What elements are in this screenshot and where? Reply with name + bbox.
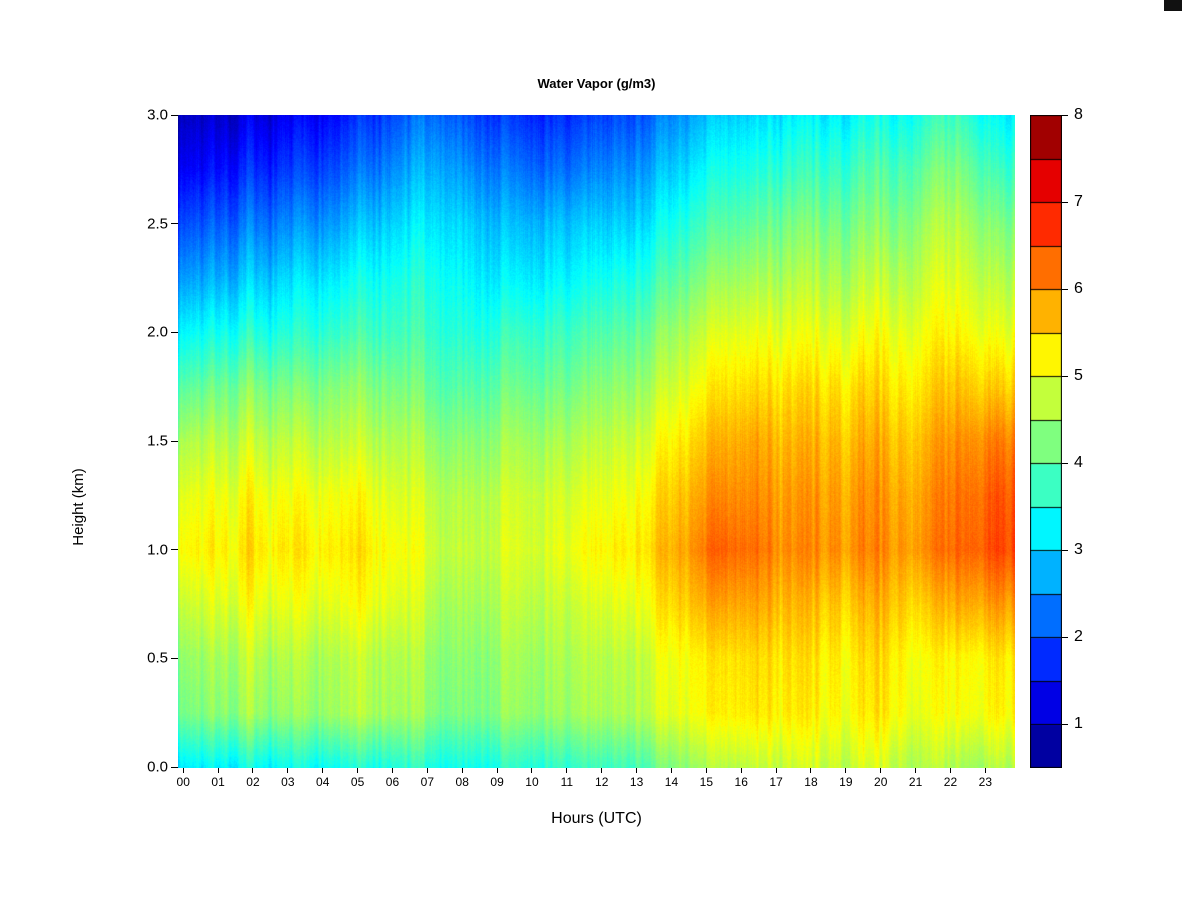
x-tick-mark xyxy=(984,768,986,773)
x-tick-label: 23 xyxy=(978,775,993,789)
colorbar-tick-label: 1 xyxy=(1074,715,1083,733)
x-tick-mark xyxy=(322,768,324,773)
x-tick-mark xyxy=(670,768,672,773)
x-tick-mark xyxy=(775,768,777,773)
colorbar-tick-label: 5 xyxy=(1074,367,1083,385)
colorbar-tick-mark xyxy=(1062,201,1068,203)
x-tick-mark xyxy=(426,768,428,773)
x-tick-label: 07 xyxy=(420,775,435,789)
y-tick-mark xyxy=(171,440,178,442)
x-tick-mark xyxy=(601,768,603,773)
y-tick-label: 2.0 xyxy=(147,323,168,341)
colorbar-tick-label: 3 xyxy=(1074,541,1083,559)
x-tick-label: 02 xyxy=(246,775,260,789)
y-tick-label: 0.5 xyxy=(147,649,168,667)
x-tick-mark xyxy=(391,768,393,773)
y-tick-label: 0.0 xyxy=(147,758,168,776)
x-tick-mark xyxy=(531,768,533,773)
colorbar-tick-label: 7 xyxy=(1074,193,1083,211)
x-tick-mark xyxy=(705,768,707,773)
x-tick-mark xyxy=(740,768,742,773)
window-artifact xyxy=(1164,0,1182,11)
x-tick-label: 12 xyxy=(595,775,609,789)
x-tick-label: 09 xyxy=(490,775,504,789)
y-tick-mark xyxy=(171,223,178,225)
x-tick-mark xyxy=(182,768,184,773)
y-tick-mark xyxy=(171,114,178,116)
colorbar-tick-label: 4 xyxy=(1074,454,1083,472)
x-tick-mark xyxy=(880,768,882,773)
x-tick-label: 00 xyxy=(176,775,190,789)
x-tick-label: 19 xyxy=(839,775,853,789)
x-tick-label: 22 xyxy=(943,775,958,789)
colorbar-tick-mark xyxy=(1062,375,1068,377)
x-tick-mark xyxy=(845,768,847,773)
x-tick-label: 16 xyxy=(734,775,748,789)
y-tick-label: 3.0 xyxy=(147,106,168,124)
y-axis-label: Height (km) xyxy=(70,468,87,546)
y-tick-mark xyxy=(171,766,178,768)
y-tick-label: 1.5 xyxy=(147,432,168,450)
colorbar-tick-label: 6 xyxy=(1074,280,1083,298)
x-tick-label: 04 xyxy=(316,775,330,789)
x-tick-label: 21 xyxy=(908,775,923,789)
x-tick-label: 14 xyxy=(664,775,679,789)
colorbar-tick-mark xyxy=(1062,114,1068,116)
y-tick-label: 2.5 xyxy=(147,215,168,233)
x-tick-mark xyxy=(357,768,359,773)
colorbar xyxy=(1030,115,1062,768)
colorbar-tick-mark xyxy=(1062,549,1068,551)
x-tick-label: 08 xyxy=(455,775,469,789)
chart-title: Water Vapor (g/m3) xyxy=(537,76,656,91)
y-tick-mark xyxy=(171,657,178,659)
x-tick-label: 18 xyxy=(804,775,818,789)
x-tick-label: 10 xyxy=(525,775,539,789)
x-tick-label: 03 xyxy=(281,775,295,789)
colorbar-tick-label: 2 xyxy=(1074,628,1083,646)
y-tick-mark xyxy=(171,331,178,333)
colorbar-tick-mark xyxy=(1062,462,1068,464)
x-tick-label: 05 xyxy=(350,775,365,789)
x-tick-label: 06 xyxy=(385,775,400,789)
x-tick-label: 15 xyxy=(699,775,714,789)
x-tick-mark xyxy=(636,768,638,773)
x-axis-label: Hours (UTC) xyxy=(551,810,642,827)
x-tick-mark xyxy=(949,768,951,773)
y-tick-label: 1.0 xyxy=(147,541,168,559)
x-tick-mark xyxy=(217,768,219,773)
x-tick-mark xyxy=(496,768,498,773)
colorbar-tick-mark xyxy=(1062,636,1068,638)
x-tick-label: 17 xyxy=(769,775,783,789)
colorbar-tick-mark xyxy=(1062,723,1068,725)
x-tick-mark xyxy=(915,768,917,773)
x-tick-label: 20 xyxy=(874,775,888,789)
x-tick-mark xyxy=(461,768,463,773)
x-tick-label: 01 xyxy=(211,775,225,789)
x-tick-mark xyxy=(810,768,812,773)
x-tick-mark xyxy=(287,768,289,773)
colorbar-tick-mark xyxy=(1062,288,1068,290)
heatmap-canvas xyxy=(178,115,1015,768)
x-tick-mark xyxy=(252,768,254,773)
colorbar-tick-label: 8 xyxy=(1074,106,1083,123)
x-tick-label: 13 xyxy=(629,775,644,789)
x-tick-label: 11 xyxy=(560,775,574,789)
y-tick-mark xyxy=(171,549,178,551)
x-tick-mark xyxy=(566,768,568,773)
